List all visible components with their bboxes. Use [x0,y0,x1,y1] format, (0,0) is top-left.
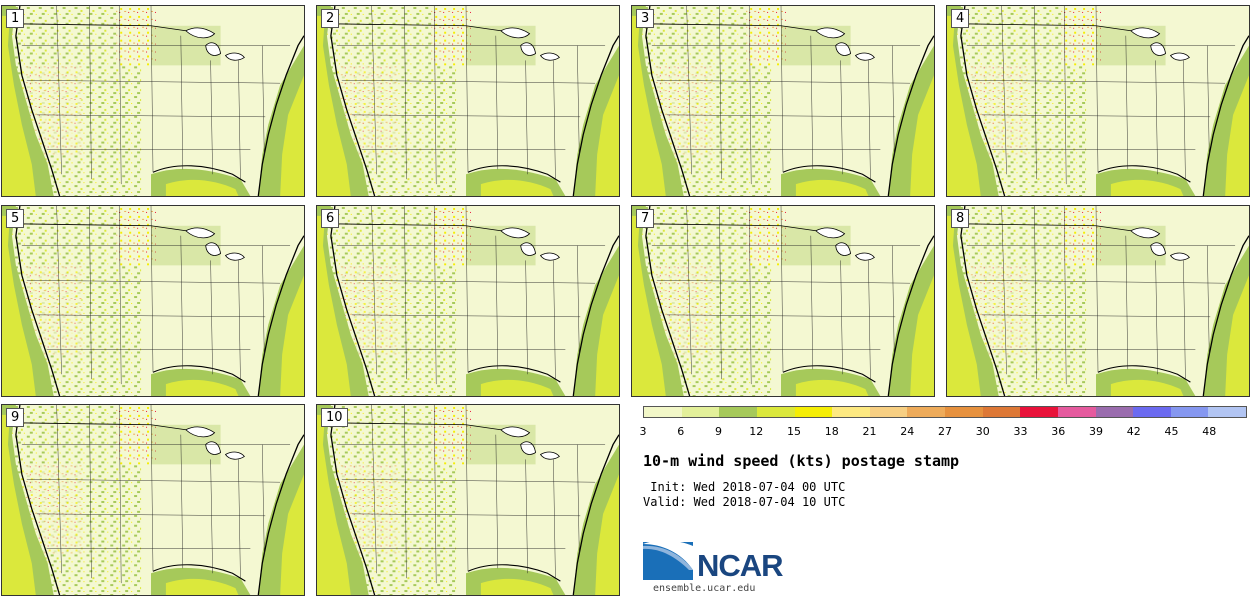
map-panel-7: 7 [631,205,935,397]
map-image [947,206,1249,396]
colorbar-segment [907,407,945,417]
colorbar-tick-label: 21 [862,425,877,438]
panel-number-label: 6 [321,209,340,228]
colorbar-segment [1133,407,1171,417]
map-image [317,6,619,196]
panel-number-label: 3 [636,9,655,28]
colorbar-tick-label: 42 [1126,425,1141,438]
map-image [632,206,934,396]
map-image [2,206,304,396]
ncar-logo-icon [643,540,693,580]
map-image [317,206,619,396]
colorbar [643,406,1247,418]
colorbar-segment [1170,407,1209,417]
map-panel-5: 5 [1,205,305,397]
panel-number-label: 8 [951,209,970,228]
colorbar-segment [756,407,795,417]
colorbar-segment [1057,407,1096,417]
map-image [317,405,619,595]
colorbar-tick-label: 3 [639,425,647,438]
map-panel-6: 6 [316,205,620,397]
colorbar-tick-label: 36 [1051,425,1066,438]
colorbar-segment [982,407,1021,417]
panel-number-label: 2 [321,9,340,28]
colorbar-segment [794,407,833,417]
map-panel-4: 4 [946,5,1250,197]
map-image [632,6,934,196]
colorbar-segment [1020,407,1058,417]
plot-title: 10-m wind speed (kts) postage stamp [643,452,960,470]
map-panel-1: 1 [1,5,305,197]
map-panel-10: 10 [316,404,620,596]
colorbar-tick-label: 45 [1164,425,1179,438]
colorbar-tick-label: 6 [677,425,685,438]
colorbar-segment [1095,407,1134,417]
colorbar-tick-label: 30 [975,425,990,438]
colorbar-segment [1208,407,1246,417]
colorbar-tick-label: 15 [787,425,801,438]
colorbar-ticks: 3 6 9 12 15 18 21 24 27 30 33 36 39 42 45 48 [639,425,1253,439]
colorbar-tick-label: 48 [1202,425,1217,438]
map-panel-3: 3 [631,5,935,197]
colorbar-segment [719,407,757,417]
valid-time: Valid: Wed 2018-07-04 10 UTC [643,495,846,509]
colorbar-tick-label: 24 [900,425,915,438]
colorbar-segment [832,407,870,417]
map-panel-2: 2 [316,5,620,197]
init-time: Init: Wed 2018-07-04 00 UTC [643,480,846,494]
colorbar-tick-label: 39 [1089,425,1103,438]
map-panel-8: 8 [946,205,1250,397]
colorbar-segment [681,407,720,417]
colorbar-tick-label: 12 [749,425,764,438]
panel-number-label: 9 [6,408,25,427]
ncar-logo-text: NCAR [697,548,784,583]
colorbar-tick-label: 9 [715,425,722,438]
map-panel-9: 9 [1,404,305,596]
colorbar-tick-label: 33 [1013,425,1028,438]
colorbar-segment [869,407,908,417]
ensemble-url: ensemble.ucar.edu [653,583,756,594]
panel-number-label: 10 [321,408,348,427]
colorbar-tick-label: 27 [938,425,952,438]
panel-number-label: 4 [951,9,970,28]
colorbar-tick-label: 18 [824,425,839,438]
panel-number-label: 7 [636,209,655,228]
map-image [2,405,304,595]
colorbar-segment [644,407,682,417]
map-image [947,6,1249,196]
colorbar-segment [945,407,983,417]
panel-number-label: 5 [6,209,25,228]
map-image [2,6,304,196]
panel-number-label: 1 [6,9,25,28]
